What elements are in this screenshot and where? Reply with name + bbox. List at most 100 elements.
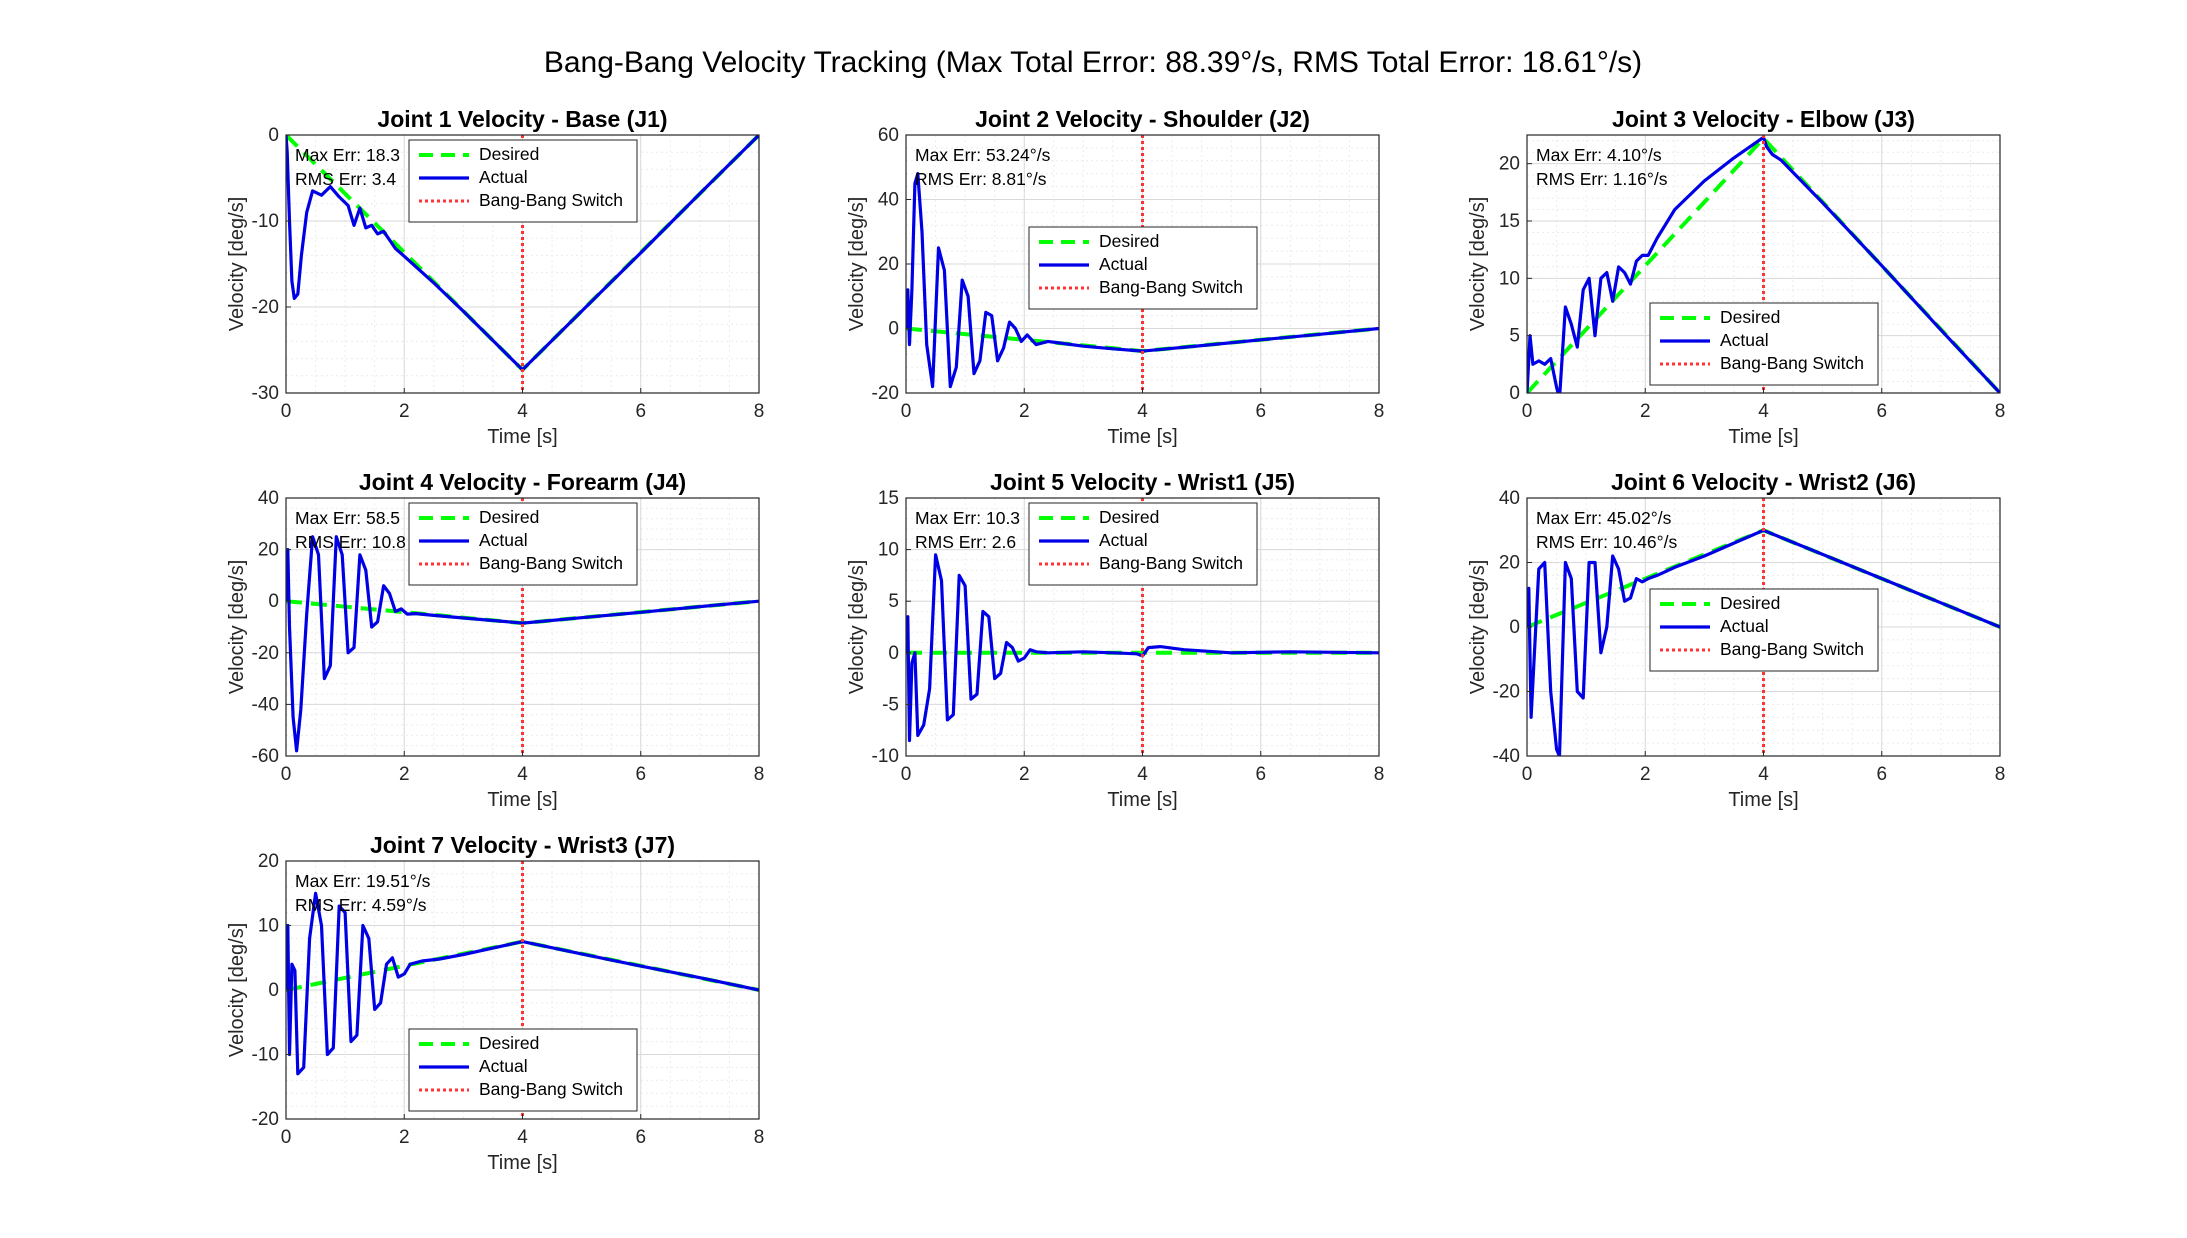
x-axis-label: Time [s] [487,1152,557,1174]
x-tick-label: 0 [281,764,292,785]
y-tick-label: 0 [1509,617,1520,638]
rms-error-annotation: RMS Err: 3.4 [295,169,396,189]
actual-series-line [906,172,1379,389]
legend: Desired Actual Bang-Bang Switch [1028,226,1258,310]
y-axis-label: Velocity [deg/s] [1467,197,1489,332]
y-axis-label: Velocity [deg/s] [226,197,248,332]
actual-series-line [286,891,759,1076]
legend: Desired Actual Bang-Bang Switch [408,1028,638,1112]
x-axis-label: Time [s] [487,789,557,811]
x-tick-label: 6 [1255,764,1266,785]
y-tick-label: -20 [1493,682,1520,703]
legend-actual-label: Actual [479,167,528,187]
x-tick-label: 0 [1522,401,1533,422]
y-axis-label: Velocity [deg/s] [226,560,248,695]
subplot-j7: 0 2 4 6 8 -20 -10 0 10 20 Joint 7 Velocity - Wrist… [226,832,764,1174]
legend: Desired Actual Bang-Bang Switch [1028,502,1258,586]
actual-series-line [1527,135,2000,393]
y-tick-label: -20 [252,1109,279,1130]
y-axis-label: Velocity [deg/s] [846,197,868,332]
legend-actual-label: Actual [1099,530,1148,550]
y-tick-label: 40 [258,488,279,509]
tick-marks [905,134,1380,394]
y-tick-label: -30 [252,383,279,404]
actual-series-line [1527,528,2000,756]
x-tick-label: 6 [635,764,646,785]
subplot-title: Joint 3 Velocity - Elbow (J3) [1612,106,1915,132]
subplot-j3: 0 2 4 6 8 0 5 10 15 20 Joint 3 Velocity - Elbow (J… [1467,106,2005,448]
subplot-title: Joint 2 Velocity - Shoulder (J2) [975,106,1310,132]
y-tick-label: -10 [872,746,899,767]
tick-marks [285,497,760,757]
subplot-j4: 0 2 4 6 8 -60 -40 -20 0 20 40 Joint 4 Velocity - Fo… [226,469,764,811]
subplot-title: Joint 7 Velocity - Wrist3 (J7) [370,832,675,858]
x-tick-label: 6 [635,401,646,422]
rms-error-annotation: RMS Err: 10.8 [295,532,406,552]
x-tick-label: 2 [1640,401,1651,422]
series-group [1527,135,2000,393]
x-tick-label: 0 [281,401,292,422]
x-tick-label: 4 [517,1127,528,1148]
x-tick-label: 4 [1758,764,1769,785]
x-tick-label: 2 [399,401,410,422]
legend-desired-label: Desired [1720,307,1780,327]
x-tick-label: 8 [754,401,765,422]
x-tick-label: 0 [1522,764,1533,785]
x-axis-label: Time [s] [1728,426,1798,448]
y-tick-label: 0 [888,643,899,664]
legend-desired-label: Desired [479,507,539,527]
subplot-j6: 0 2 4 6 8 -40 -20 0 20 40 Joint 6 Velocity - Wrist… [1467,469,2005,811]
legend-desired-label: Desired [479,1033,539,1053]
y-tick-label: -10 [252,1045,279,1066]
x-tick-label: 4 [517,401,528,422]
rms-error-annotation: RMS Err: 8.81°/s [915,169,1047,189]
x-tick-label: 8 [1374,764,1385,785]
subplot-title: Joint 1 Velocity - Base (J1) [377,106,667,132]
series-group [286,861,759,1119]
x-tick-label: 2 [1019,764,1030,785]
max-error-annotation: Max Err: 4.10°/s [1536,145,1662,165]
y-tick-label: 20 [878,254,899,275]
y-axis-label: Velocity [deg/s] [226,923,248,1058]
x-tick-label: 0 [281,1127,292,1148]
rms-error-annotation: RMS Err: 2.6 [915,532,1016,552]
subplot-title: Joint 6 Velocity - Wrist2 (J6) [1611,469,1916,495]
x-tick-label: 4 [1758,401,1769,422]
y-tick-label: 40 [1499,488,1520,509]
x-tick-label: 8 [1995,401,2006,422]
y-tick-label: 15 [878,488,899,509]
y-tick-label: -60 [252,746,279,767]
tick-marks [285,860,760,1120]
legend-switch-label: Bang-Bang Switch [479,553,623,573]
legend-switch-label: Bang-Bang Switch [479,1079,623,1099]
tick-marks [285,134,760,394]
legend: Desired Actual Bang-Bang Switch [408,139,638,223]
legend-desired-label: Desired [1720,593,1780,613]
x-tick-label: 0 [901,764,912,785]
legend-switch-label: Bang-Bang Switch [1720,639,1864,659]
y-tick-label: -20 [252,643,279,664]
y-tick-label: -20 [252,297,279,318]
legend-actual-label: Actual [1720,616,1769,636]
y-tick-label: 0 [268,980,279,1001]
max-error-annotation: Max Err: 45.02°/s [1536,508,1672,528]
y-axis-label: Velocity [deg/s] [846,560,868,695]
y-tick-label: 10 [258,916,279,937]
actual-series-line [286,535,759,753]
y-tick-label: -5 [882,694,899,715]
actual-series-line [286,135,759,372]
legend-desired-label: Desired [479,144,539,164]
x-tick-label: 8 [754,764,765,785]
y-tick-label: 10 [878,540,899,561]
y-tick-label: 60 [878,125,899,146]
x-axis-label: Time [s] [1107,789,1177,811]
y-tick-label: 15 [1499,211,1520,232]
max-error-annotation: Max Err: 18.3 [295,145,400,165]
x-tick-label: 6 [1876,401,1887,422]
y-tick-label: 0 [888,319,899,340]
y-tick-label: 20 [258,540,279,561]
y-axis-label: Velocity [deg/s] [1467,560,1489,695]
